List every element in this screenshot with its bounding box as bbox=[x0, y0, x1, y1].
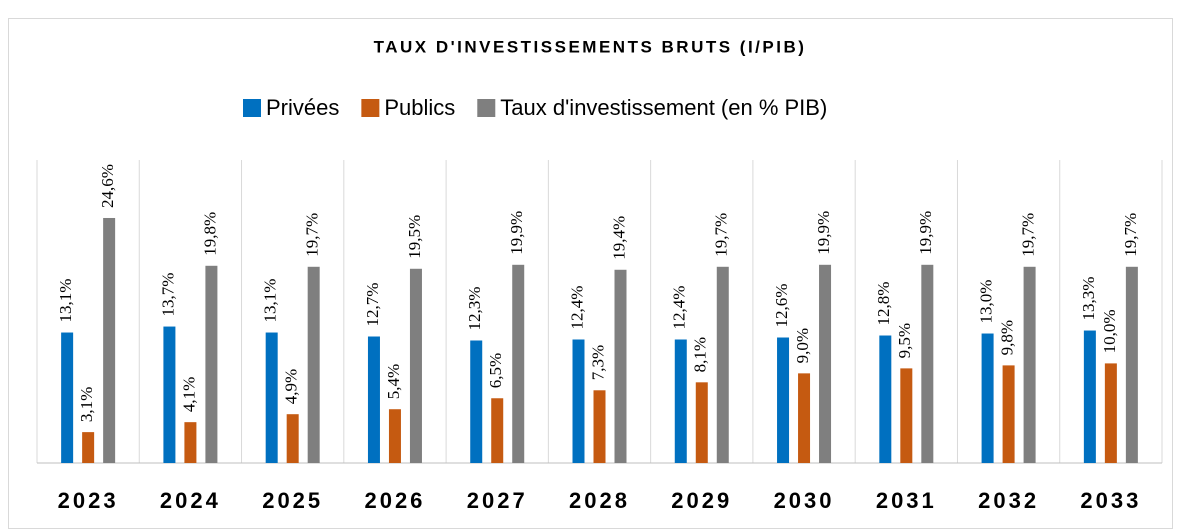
value-label: 13,3% bbox=[1079, 277, 1098, 321]
value-label: 19,4% bbox=[609, 216, 628, 260]
x-tick-label: 2027 bbox=[467, 488, 528, 513]
bar bbox=[879, 335, 892, 463]
bar bbox=[307, 266, 320, 463]
legend-label: Publics bbox=[384, 95, 455, 120]
bar bbox=[470, 340, 483, 463]
x-tick-label: 2024 bbox=[160, 488, 221, 513]
value-label: 13,0% bbox=[976, 280, 995, 324]
bar bbox=[614, 269, 627, 463]
value-label: 19,7% bbox=[712, 213, 731, 257]
value-label: 10,0% bbox=[1100, 309, 1119, 353]
chart-border bbox=[8, 18, 1173, 529]
legend-swatch bbox=[361, 99, 380, 117]
bar bbox=[777, 337, 790, 463]
bar bbox=[61, 332, 74, 463]
value-label: 19,5% bbox=[405, 215, 424, 259]
bar bbox=[593, 390, 606, 463]
bar bbox=[1002, 365, 1015, 463]
value-label: 8,1% bbox=[691, 337, 710, 372]
value-label: 6,5% bbox=[486, 353, 505, 388]
value-label: 19,7% bbox=[303, 213, 322, 257]
bar bbox=[798, 373, 811, 463]
legend-label: Taux d'investissement (en % PIB) bbox=[500, 95, 827, 120]
bar bbox=[205, 265, 218, 463]
bar bbox=[1023, 266, 1036, 463]
value-label: 12,6% bbox=[772, 284, 791, 328]
bar bbox=[572, 339, 585, 463]
x-tick-label: 2028 bbox=[569, 488, 630, 513]
value-label: 12,4% bbox=[670, 286, 689, 330]
bar bbox=[409, 268, 422, 463]
bar bbox=[900, 368, 913, 463]
legend-swatch bbox=[243, 99, 261, 117]
x-tick-label: 2023 bbox=[58, 488, 119, 513]
value-label: 24,6% bbox=[98, 164, 117, 208]
value-label: 19,9% bbox=[916, 211, 935, 255]
value-label: 13,1% bbox=[56, 279, 75, 323]
legend-label: Privées bbox=[266, 95, 339, 120]
bar bbox=[674, 339, 687, 463]
bar bbox=[103, 217, 116, 463]
bar bbox=[367, 336, 380, 463]
bar bbox=[716, 266, 729, 463]
value-label: 4,9% bbox=[282, 369, 301, 404]
x-tick-label: 2032 bbox=[978, 488, 1039, 513]
x-tick-label: 2031 bbox=[876, 488, 937, 513]
bar bbox=[163, 326, 176, 463]
bar bbox=[286, 414, 299, 463]
x-tick-label: 2029 bbox=[671, 488, 732, 513]
bar bbox=[1104, 363, 1117, 463]
bar bbox=[1125, 266, 1138, 463]
x-tick-label: 2026 bbox=[364, 488, 425, 513]
x-tick-label: 2025 bbox=[262, 488, 323, 513]
x-tick-label: 2033 bbox=[1080, 488, 1141, 513]
bar bbox=[1083, 330, 1096, 463]
value-label: 13,1% bbox=[261, 279, 280, 323]
bar bbox=[82, 432, 95, 463]
bar bbox=[388, 409, 401, 463]
value-label: 12,3% bbox=[465, 287, 484, 331]
bar bbox=[921, 264, 934, 463]
value-label: 5,4% bbox=[384, 364, 403, 399]
legend-swatch bbox=[477, 99, 496, 117]
x-tick-label: 2030 bbox=[774, 488, 835, 513]
chart-title: TAUX D'INVESTISSEMENTS BRUTS (I/PIB) bbox=[374, 37, 807, 56]
value-label: 19,7% bbox=[1121, 213, 1140, 257]
bar bbox=[491, 398, 504, 463]
bar bbox=[695, 382, 708, 463]
value-label: 19,9% bbox=[507, 211, 526, 255]
bar bbox=[819, 264, 832, 463]
value-label: 19,7% bbox=[1018, 213, 1037, 257]
value-label: 12,7% bbox=[363, 283, 382, 327]
value-label: 19,8% bbox=[200, 212, 219, 256]
bar bbox=[512, 264, 525, 463]
value-label: 12,4% bbox=[567, 286, 586, 330]
value-label: 9,8% bbox=[997, 320, 1016, 355]
value-label: 9,5% bbox=[895, 323, 914, 358]
value-label: 4,1% bbox=[179, 377, 198, 412]
bar bbox=[265, 332, 278, 463]
value-label: 12,8% bbox=[874, 282, 893, 326]
value-label: 7,3% bbox=[588, 345, 607, 380]
value-label: 3,1% bbox=[77, 387, 96, 422]
value-label: 9,0% bbox=[793, 328, 812, 363]
bar bbox=[184, 422, 197, 463]
bar bbox=[981, 333, 994, 463]
value-label: 13,7% bbox=[158, 273, 177, 317]
value-label: 19,9% bbox=[814, 211, 833, 255]
